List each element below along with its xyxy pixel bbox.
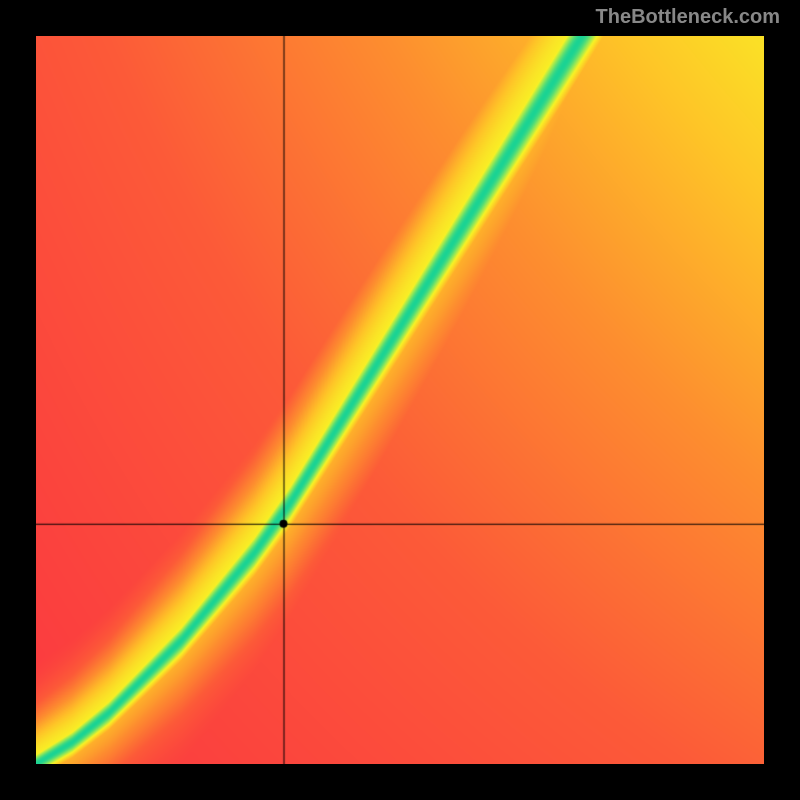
chart-container: TheBottleneck.com: [0, 0, 800, 800]
watermark-text: TheBottleneck.com: [596, 6, 780, 29]
heatmap-canvas: [36, 36, 764, 764]
heatmap-plot: [36, 36, 764, 764]
